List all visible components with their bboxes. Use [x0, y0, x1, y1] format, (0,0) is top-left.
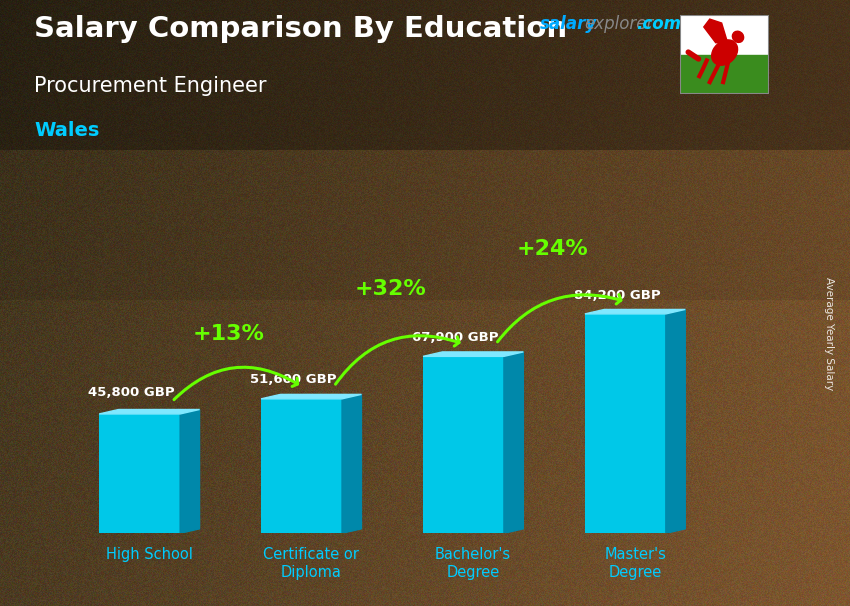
Polygon shape	[180, 410, 200, 533]
Ellipse shape	[711, 40, 738, 65]
Text: +32%: +32%	[354, 279, 427, 299]
Text: 67,900 GBP: 67,900 GBP	[412, 331, 499, 344]
Bar	[585, 314, 666, 533]
Bar	[99, 414, 180, 533]
Polygon shape	[585, 310, 685, 314]
Polygon shape	[342, 395, 361, 533]
Text: salary: salary	[540, 15, 597, 33]
Polygon shape	[504, 352, 524, 533]
Text: +13%: +13%	[193, 324, 264, 344]
Text: Procurement Engineer: Procurement Engineer	[34, 76, 267, 96]
Text: 51,600 GBP: 51,600 GBP	[250, 373, 337, 387]
Bar	[680, 15, 769, 55]
Text: 45,800 GBP: 45,800 GBP	[88, 386, 175, 399]
Text: Wales: Wales	[34, 121, 99, 140]
Ellipse shape	[733, 32, 744, 42]
Bar	[680, 55, 769, 94]
Polygon shape	[704, 19, 728, 42]
FancyArrowPatch shape	[688, 52, 699, 59]
Text: .com: .com	[637, 15, 682, 33]
Text: explorer: explorer	[584, 15, 654, 33]
Bar	[423, 356, 504, 533]
Polygon shape	[99, 410, 200, 414]
Polygon shape	[261, 395, 361, 399]
Polygon shape	[666, 310, 685, 533]
Polygon shape	[423, 352, 524, 356]
Text: Average Yearly Salary: Average Yearly Salary	[824, 277, 834, 390]
Text: Salary Comparison By Education: Salary Comparison By Education	[34, 15, 567, 43]
Bar	[261, 399, 342, 533]
Text: 84,200 GBP: 84,200 GBP	[574, 288, 660, 302]
Text: +24%: +24%	[517, 239, 588, 259]
